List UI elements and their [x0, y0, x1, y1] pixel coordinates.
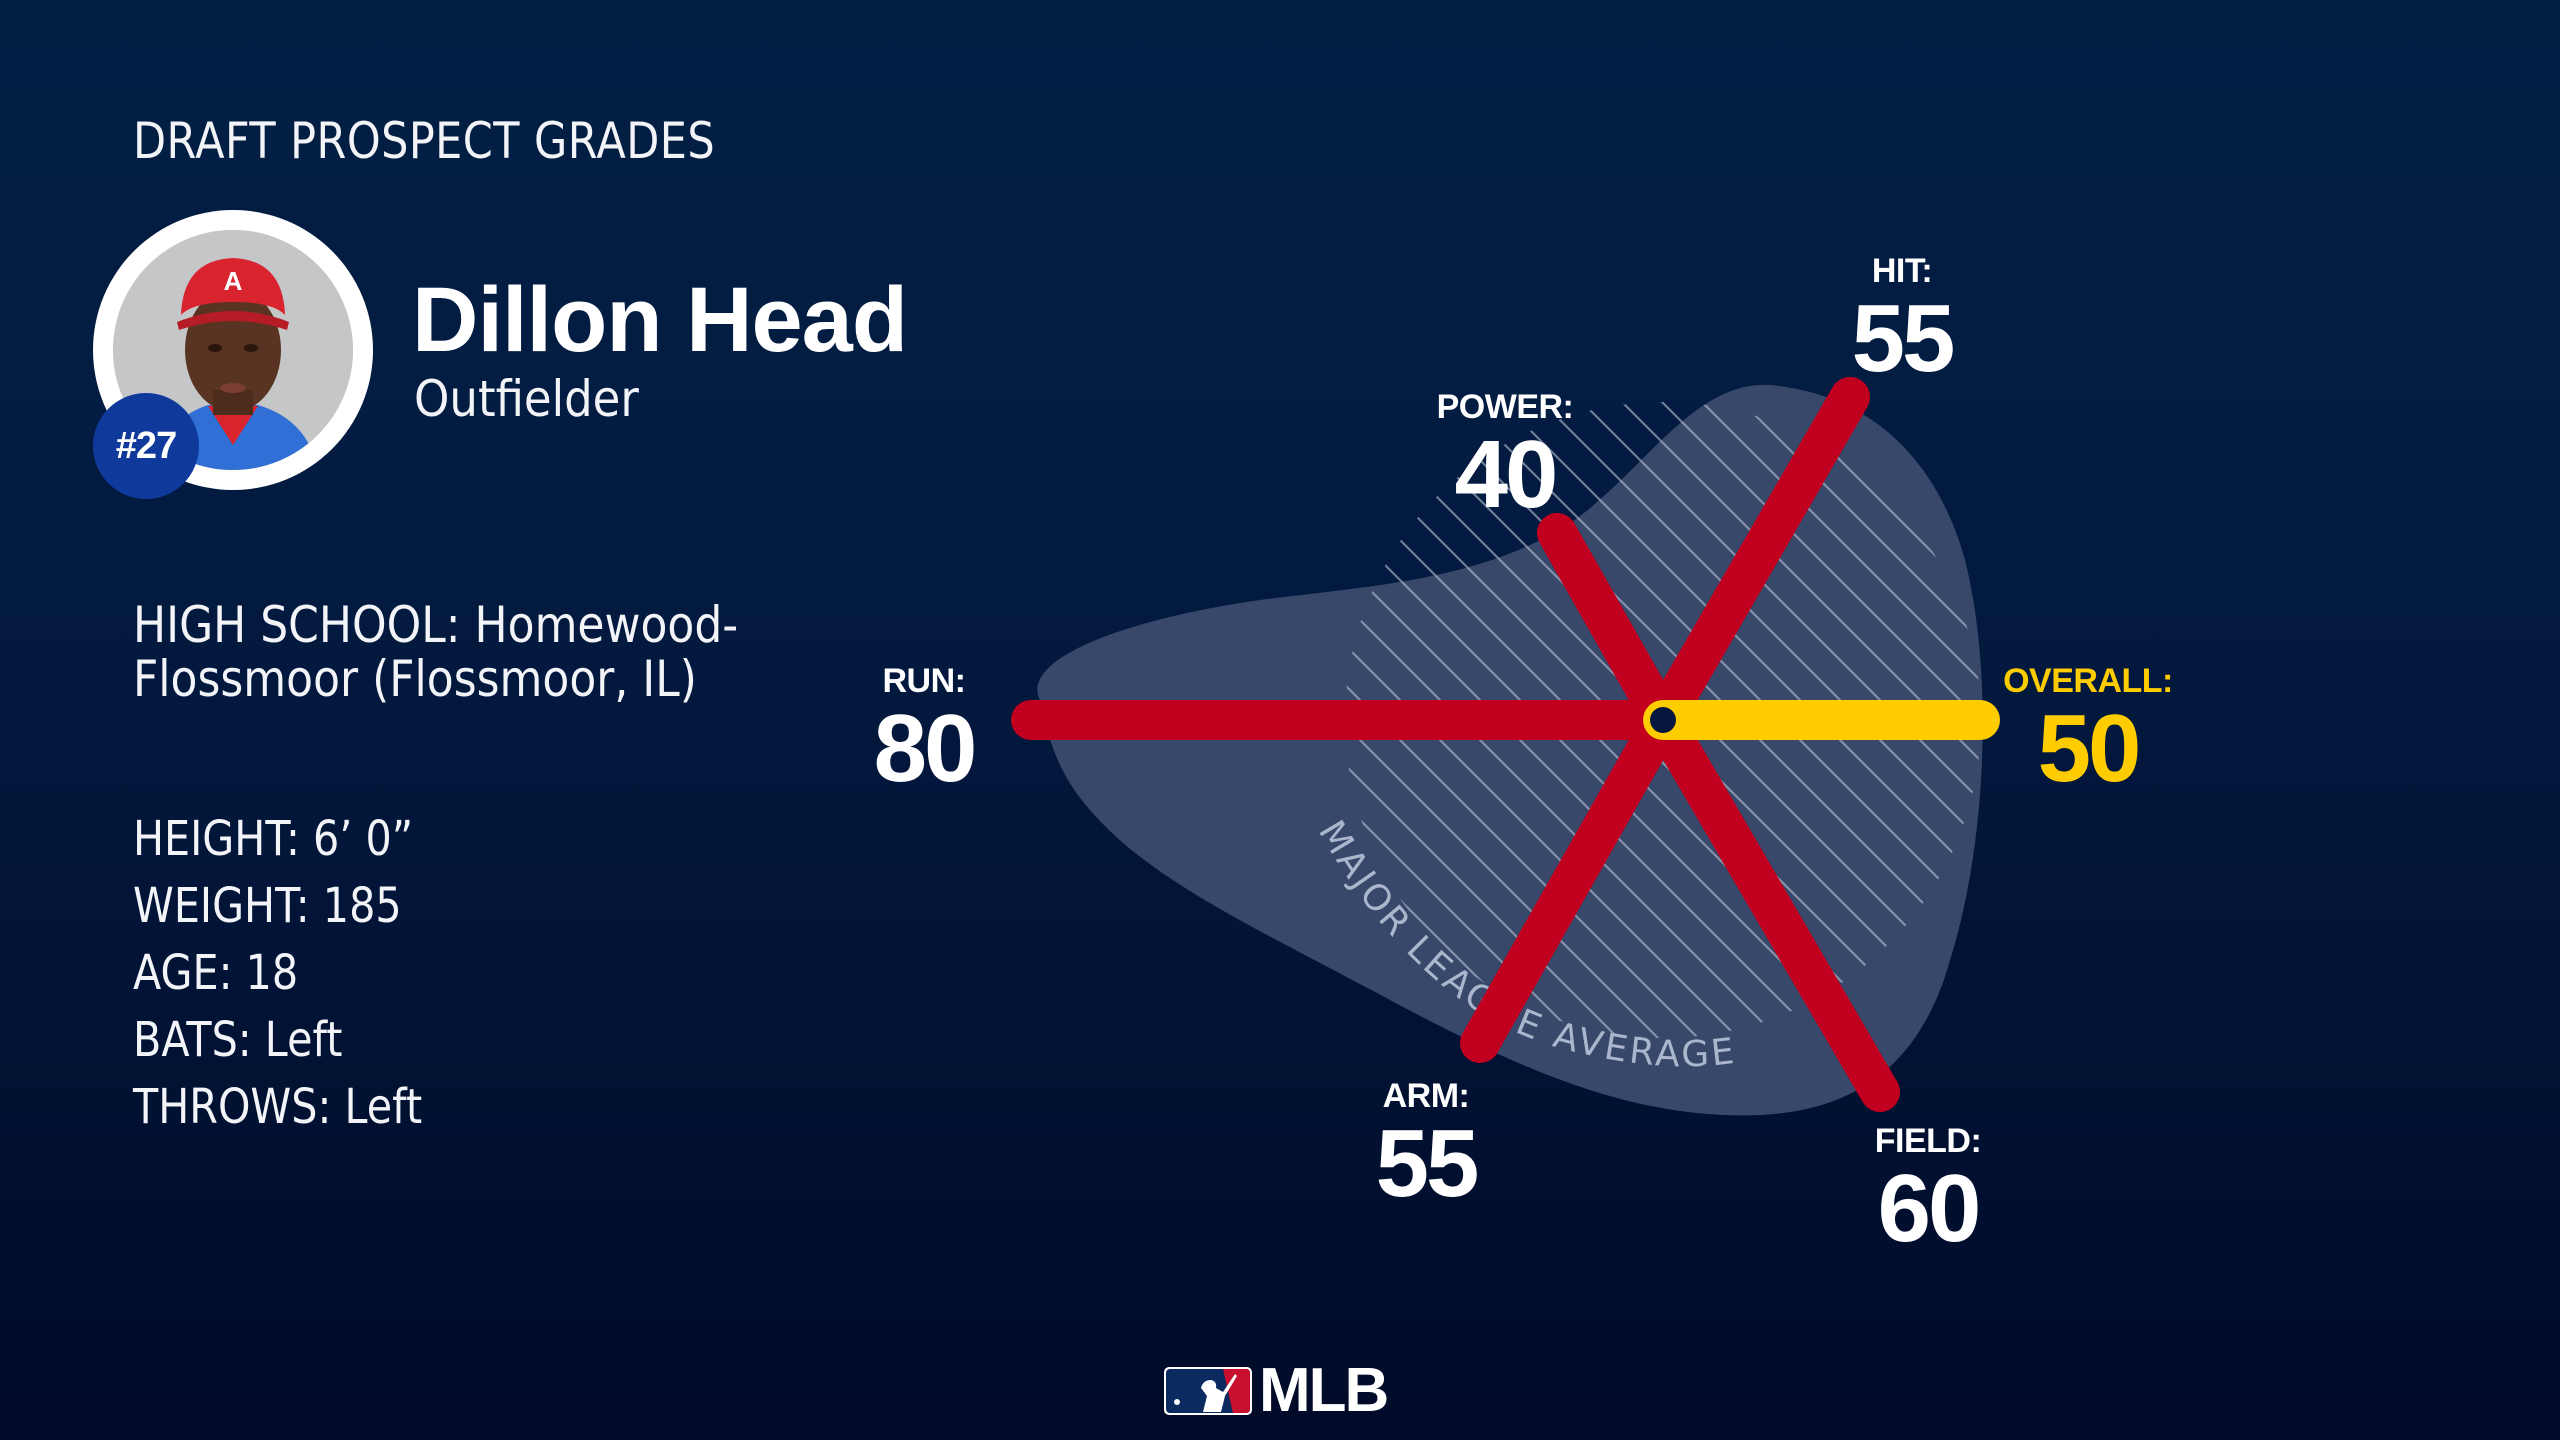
stat-run-value: 80 [873, 695, 978, 802]
spoke-power [1537, 513, 1683, 740]
bio-age: AGE: 18 [133, 945, 299, 1001]
bio-height: HEIGHT: 6’ 0” [133, 811, 414, 867]
player-position: Outfielder [414, 370, 639, 428]
stat-power-label: POWER: [1436, 388, 1574, 426]
mlb-logo-text: MLB [1259, 1356, 1389, 1425]
stat-hit: HIT: 55 [1851, 252, 1956, 392]
stat-overall: OVERALL: 50 [2003, 662, 2173, 797]
stat-power-value: 40 [1454, 421, 1559, 528]
stat-field-label: FIELD: [1874, 1122, 1982, 1160]
stat-field: FIELD: 60 [1875, 1122, 1982, 1257]
mlb-logo: MLB [1163, 1356, 1389, 1425]
stat-run: RUN: 80 [873, 662, 978, 802]
tool-spokes [1011, 377, 1900, 1112]
hub-dot [1650, 707, 1676, 733]
stat-arm: ARM: 55 [1375, 1077, 1480, 1217]
svg-text:A: A [224, 266, 243, 296]
spoke-field [1643, 700, 1900, 1112]
mlb-batter-logo-icon [1164, 1367, 1252, 1415]
rank-badge: #27 [93, 393, 199, 499]
stat-hit-value: 55 [1851, 285, 1956, 392]
stat-power: POWER: 40 [1437, 388, 1574, 523]
high-school: HIGH SCHOOL: Homewood-Flossmoor (Flossmo… [133, 596, 739, 708]
bio-list: HEIGHT: 6’ 0” WEIGHT: 185 AGE: 18 BATS: … [133, 806, 422, 1141]
stat-hit-label: HIT: [1871, 252, 1933, 290]
bio-weight: WEIGHT: 185 [133, 878, 402, 934]
page-title: DRAFT PROSPECT GRADES [133, 112, 716, 170]
stat-run-label: RUN: [882, 662, 966, 700]
stat-field-value: 60 [1877, 1155, 1982, 1262]
bio-throws: THROWS: Left [133, 1079, 423, 1135]
player-name: Dillon Head [412, 269, 908, 371]
spoke-hit [1643, 377, 1870, 740]
stat-overall-value: 50 [2037, 695, 2142, 802]
bio-bats: BATS: Left [133, 1012, 343, 1068]
stat-arm-value: 55 [1375, 1110, 1480, 1217]
spoke-arm [1460, 700, 1683, 1063]
stat-overall-label: OVERALL: [2003, 662, 2173, 700]
stat-arm-label: ARM: [1382, 1077, 1470, 1115]
